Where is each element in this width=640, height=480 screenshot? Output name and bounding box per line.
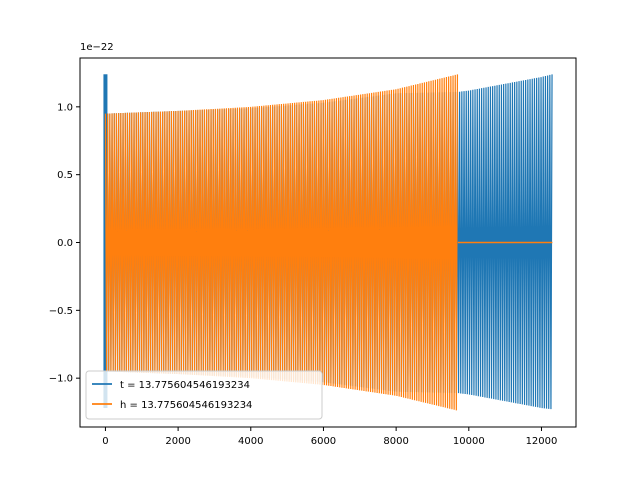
y-axis-offset-label: 1e−22 [80,42,114,53]
plot-area [103,74,553,411]
x-tick-label: 4000 [238,436,263,447]
x-tick-label: 8000 [383,436,408,447]
legend-label-1: h = 13.775604546193234 [120,400,252,411]
legend: t = 13.775604546193234 h = 13.77560454619… [85,370,323,420]
series-1-line [104,74,459,411]
y-tick-label: −1.0 [49,374,73,385]
x-tick-label: 0 [102,436,108,447]
y-tick-label: −0.5 [49,306,73,317]
x-axis: 0 2000 4000 6000 8000 10000 12000 [102,427,557,447]
y-tick-label: 1.0 [57,102,73,113]
x-tick-label: 10000 [453,436,485,447]
y-tick-label: 0.5 [57,170,73,181]
legend-box [85,370,323,420]
x-tick-label: 12000 [526,436,558,447]
series-1-group [104,74,553,411]
legend-label-0: t = 13.775604546193234 [120,380,250,391]
y-axis: −1.0 −0.5 0.0 0.5 1.0 [49,102,80,385]
x-tick-label: 2000 [165,436,190,447]
x-tick-label: 6000 [311,436,336,447]
y-tick-label: 0.0 [57,238,73,249]
